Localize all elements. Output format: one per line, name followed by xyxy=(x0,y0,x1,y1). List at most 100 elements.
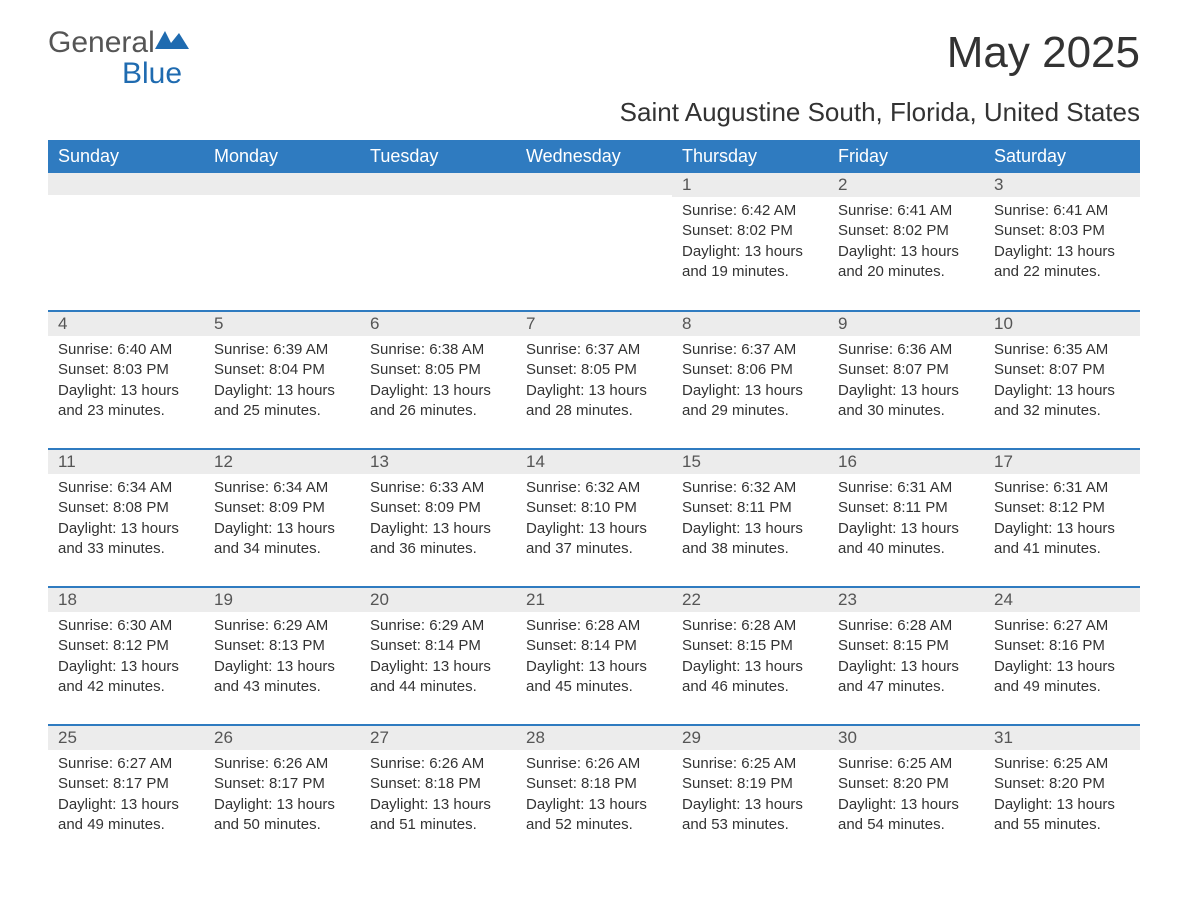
sunset-text: Sunset: 8:14 PM xyxy=(526,636,662,656)
sunrise-text: Sunrise: 6:40 AM xyxy=(58,340,194,360)
sunrise-text: Sunrise: 6:27 AM xyxy=(994,616,1130,636)
sunset-text: Sunset: 8:06 PM xyxy=(682,360,818,380)
day-number: 29 xyxy=(672,726,828,750)
calendar-cell xyxy=(204,173,360,311)
daylight-text: Daylight: 13 hours and 28 minutes. xyxy=(526,381,662,422)
brand-blue: Blue xyxy=(122,57,182,90)
daylight-text: Daylight: 13 hours and 19 minutes. xyxy=(682,242,818,283)
sunset-text: Sunset: 8:20 PM xyxy=(838,774,974,794)
sunrise-text: Sunrise: 6:25 AM xyxy=(682,754,818,774)
day-content: Sunrise: 6:41 AMSunset: 8:02 PMDaylight:… xyxy=(828,197,984,288)
daylight-text: Daylight: 13 hours and 46 minutes. xyxy=(682,657,818,698)
sunrise-text: Sunrise: 6:38 AM xyxy=(370,340,506,360)
sunrise-text: Sunrise: 6:28 AM xyxy=(682,616,818,636)
location-subtitle: Saint Augustine South, Florida, United S… xyxy=(48,97,1140,128)
brand-logo: General Blue xyxy=(48,28,189,89)
calendar-cell: 10Sunrise: 6:35 AMSunset: 8:07 PMDayligh… xyxy=(984,311,1140,449)
day-number: 15 xyxy=(672,450,828,474)
sunset-text: Sunset: 8:05 PM xyxy=(370,360,506,380)
daylight-text: Daylight: 13 hours and 22 minutes. xyxy=(994,242,1130,283)
sunrise-text: Sunrise: 6:37 AM xyxy=(682,340,818,360)
weekday-header: Tuesday xyxy=(360,140,516,173)
sunrise-text: Sunrise: 6:32 AM xyxy=(682,478,818,498)
calendar-cell: 9Sunrise: 6:36 AMSunset: 8:07 PMDaylight… xyxy=(828,311,984,449)
day-content: Sunrise: 6:37 AMSunset: 8:06 PMDaylight:… xyxy=(672,336,828,427)
daylight-text: Daylight: 13 hours and 37 minutes. xyxy=(526,519,662,560)
day-number: 14 xyxy=(516,450,672,474)
day-number: 3 xyxy=(984,173,1140,197)
calendar-cell: 3Sunrise: 6:41 AMSunset: 8:03 PMDaylight… xyxy=(984,173,1140,311)
sunset-text: Sunset: 8:11 PM xyxy=(838,498,974,518)
day-number: 5 xyxy=(204,312,360,336)
day-content: Sunrise: 6:37 AMSunset: 8:05 PMDaylight:… xyxy=(516,336,672,427)
sunset-text: Sunset: 8:07 PM xyxy=(994,360,1130,380)
daylight-text: Daylight: 13 hours and 32 minutes. xyxy=(994,381,1130,422)
sunrise-text: Sunrise: 6:26 AM xyxy=(214,754,350,774)
sunset-text: Sunset: 8:12 PM xyxy=(58,636,194,656)
day-content: Sunrise: 6:25 AMSunset: 8:19 PMDaylight:… xyxy=(672,750,828,841)
day-content: Sunrise: 6:38 AMSunset: 8:05 PMDaylight:… xyxy=(360,336,516,427)
day-number: 7 xyxy=(516,312,672,336)
calendar-cell: 18Sunrise: 6:30 AMSunset: 8:12 PMDayligh… xyxy=(48,587,204,725)
daylight-text: Daylight: 13 hours and 42 minutes. xyxy=(58,657,194,698)
calendar-week: 18Sunrise: 6:30 AMSunset: 8:12 PMDayligh… xyxy=(48,587,1140,725)
day-content: Sunrise: 6:29 AMSunset: 8:13 PMDaylight:… xyxy=(204,612,360,703)
day-content: Sunrise: 6:39 AMSunset: 8:04 PMDaylight:… xyxy=(204,336,360,427)
daylight-text: Daylight: 13 hours and 41 minutes. xyxy=(994,519,1130,560)
day-number: 16 xyxy=(828,450,984,474)
day-number-empty xyxy=(48,173,204,195)
daylight-text: Daylight: 13 hours and 20 minutes. xyxy=(838,242,974,283)
sunrise-text: Sunrise: 6:25 AM xyxy=(838,754,974,774)
calendar-cell: 29Sunrise: 6:25 AMSunset: 8:19 PMDayligh… xyxy=(672,725,828,863)
calendar-cell: 20Sunrise: 6:29 AMSunset: 8:14 PMDayligh… xyxy=(360,587,516,725)
day-number: 31 xyxy=(984,726,1140,750)
sunrise-text: Sunrise: 6:39 AM xyxy=(214,340,350,360)
sunrise-text: Sunrise: 6:29 AM xyxy=(370,616,506,636)
day-content: Sunrise: 6:26 AMSunset: 8:18 PMDaylight:… xyxy=(516,750,672,841)
header-row: General Blue May 2025 xyxy=(48,28,1140,89)
day-number: 13 xyxy=(360,450,516,474)
day-content: Sunrise: 6:31 AMSunset: 8:12 PMDaylight:… xyxy=(984,474,1140,565)
day-content: Sunrise: 6:40 AMSunset: 8:03 PMDaylight:… xyxy=(48,336,204,427)
calendar-cell: 12Sunrise: 6:34 AMSunset: 8:09 PMDayligh… xyxy=(204,449,360,587)
day-content: Sunrise: 6:41 AMSunset: 8:03 PMDaylight:… xyxy=(984,197,1140,288)
weekday-header: Saturday xyxy=(984,140,1140,173)
sunset-text: Sunset: 8:10 PM xyxy=(526,498,662,518)
day-content: Sunrise: 6:28 AMSunset: 8:15 PMDaylight:… xyxy=(828,612,984,703)
daylight-text: Daylight: 13 hours and 47 minutes. xyxy=(838,657,974,698)
daylight-text: Daylight: 13 hours and 53 minutes. xyxy=(682,795,818,836)
sunrise-text: Sunrise: 6:28 AM xyxy=(526,616,662,636)
sunrise-text: Sunrise: 6:26 AM xyxy=(370,754,506,774)
sunset-text: Sunset: 8:09 PM xyxy=(370,498,506,518)
calendar-cell: 25Sunrise: 6:27 AMSunset: 8:17 PMDayligh… xyxy=(48,725,204,863)
calendar-cell: 2Sunrise: 6:41 AMSunset: 8:02 PMDaylight… xyxy=(828,173,984,311)
day-content: Sunrise: 6:28 AMSunset: 8:14 PMDaylight:… xyxy=(516,612,672,703)
sunrise-text: Sunrise: 6:31 AM xyxy=(838,478,974,498)
day-number-empty xyxy=(516,173,672,195)
day-number: 17 xyxy=(984,450,1140,474)
sunrise-text: Sunrise: 6:34 AM xyxy=(58,478,194,498)
day-number: 22 xyxy=(672,588,828,612)
page-title: May 2025 xyxy=(947,28,1140,78)
calendar-cell: 7Sunrise: 6:37 AMSunset: 8:05 PMDaylight… xyxy=(516,311,672,449)
calendar-cell: 5Sunrise: 6:39 AMSunset: 8:04 PMDaylight… xyxy=(204,311,360,449)
sunset-text: Sunset: 8:09 PM xyxy=(214,498,350,518)
sunrise-text: Sunrise: 6:33 AM xyxy=(370,478,506,498)
calendar-table: SundayMondayTuesdayWednesdayThursdayFrid… xyxy=(48,140,1140,863)
day-number: 1 xyxy=(672,173,828,197)
sunset-text: Sunset: 8:13 PM xyxy=(214,636,350,656)
calendar-cell: 24Sunrise: 6:27 AMSunset: 8:16 PMDayligh… xyxy=(984,587,1140,725)
calendar-cell xyxy=(360,173,516,311)
calendar-cell xyxy=(516,173,672,311)
sunrise-text: Sunrise: 6:29 AM xyxy=(214,616,350,636)
day-content: Sunrise: 6:34 AMSunset: 8:09 PMDaylight:… xyxy=(204,474,360,565)
daylight-text: Daylight: 13 hours and 55 minutes. xyxy=(994,795,1130,836)
sunrise-text: Sunrise: 6:36 AM xyxy=(838,340,974,360)
calendar-week: 25Sunrise: 6:27 AMSunset: 8:17 PMDayligh… xyxy=(48,725,1140,863)
sunrise-text: Sunrise: 6:37 AM xyxy=(526,340,662,360)
daylight-text: Daylight: 13 hours and 51 minutes. xyxy=(370,795,506,836)
day-content: Sunrise: 6:35 AMSunset: 8:07 PMDaylight:… xyxy=(984,336,1140,427)
daylight-text: Daylight: 13 hours and 25 minutes. xyxy=(214,381,350,422)
day-content: Sunrise: 6:30 AMSunset: 8:12 PMDaylight:… xyxy=(48,612,204,703)
day-number: 28 xyxy=(516,726,672,750)
